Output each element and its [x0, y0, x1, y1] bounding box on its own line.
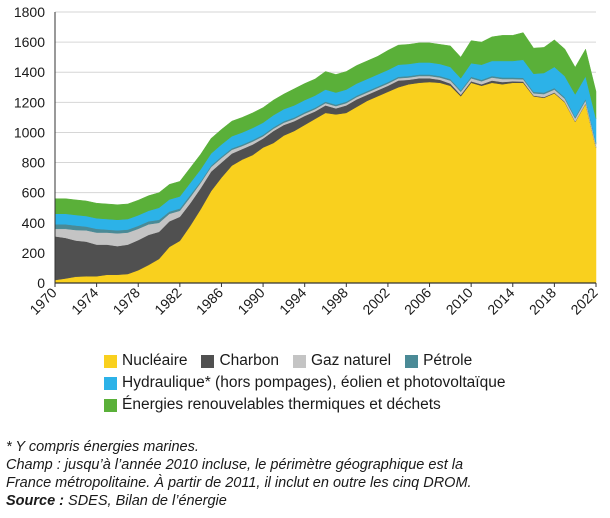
x-tick-labels: 1970 1974 1978 1982 1986 1990 1994 1998 2002 2006… [26, 284, 600, 317]
y-tick-label-600: 600 [22, 185, 46, 201]
legend-swatch-nucleaire [104, 354, 117, 368]
x-tick-label-2010: 2010 [443, 284, 476, 317]
y-tick-label-1000: 1000 [14, 124, 45, 140]
y-tick-label-1600: 1600 [14, 34, 45, 50]
legend-swatch-enr-thermiques [104, 398, 117, 412]
y-tick-label-400: 400 [22, 215, 46, 231]
legend-item-nucleaire: Nucléaire [104, 352, 187, 370]
y-tick-labels: 0 200 400 600 800 1000 1200 1400 1600 1800 [14, 4, 45, 291]
legend-swatch-petrole [405, 354, 419, 368]
legend-item-hydraulique: Hydraulique* (hors pompages), éolien et … [104, 374, 505, 392]
legend-swatch-gaz-naturel [292, 354, 306, 368]
legend-row-1: Nucléaire Charbon Gaz naturel Pétrole [104, 350, 604, 372]
source-label: Source : [6, 493, 65, 509]
source-line: Source : SDES, Bilan de l’énergie [6, 492, 606, 510]
x-tick-label-1994: 1994 [276, 284, 309, 317]
area-series-5 [54, 32, 597, 221]
x-tick-label-2002: 2002 [359, 284, 392, 317]
source-text: SDES, Bilan de l’énergie [64, 493, 227, 509]
legend-label-enr-thermiques: Énergies renouvelables thermiques et déc… [122, 396, 441, 413]
legend-row-2: Hydraulique* (hors pompages), éolien et … [104, 372, 604, 394]
y-tick-label-1800: 1800 [14, 4, 45, 20]
x-tick-label-1998: 1998 [318, 284, 351, 317]
legend: Nucléaire Charbon Gaz naturel Pétrole Hy… [104, 350, 604, 416]
y-tick-label-0: 0 [37, 275, 45, 291]
scope-line-1: Champ : jusqu’à l’année 2010 incluse, le… [6, 457, 464, 473]
y-tick-label-1200: 1200 [14, 94, 45, 110]
legend-label-hydraulique: Hydraulique* (hors pompages), éolien et … [122, 374, 506, 391]
x-tick-label-2006: 2006 [401, 284, 434, 317]
legend-row-3: Énergies renouvelables thermiques et déc… [104, 394, 604, 416]
energy-area-chart: 0 200 400 600 800 1000 1200 1400 1600 1800 1970 19… [14, 4, 601, 318]
footnote: * Y compris énergies marines. [6, 439, 199, 455]
y-tick-label-1400: 1400 [14, 64, 45, 80]
x-tick-label-1982: 1982 [151, 284, 184, 317]
axes [54, 12, 597, 287]
x-tick-label-1970: 1970 [26, 284, 59, 317]
x-tick-label-1990: 1990 [234, 284, 267, 317]
x-tick-label-2018: 2018 [526, 284, 559, 317]
stacked-areas [54, 32, 597, 284]
y-tick-label-200: 200 [22, 245, 46, 261]
legend-item-gaz-naturel: Gaz naturel [292, 352, 392, 370]
legend-swatch-hydraulique [104, 376, 117, 390]
x-tick-label-1986: 1986 [193, 284, 226, 317]
legend-swatch-charbon [201, 354, 215, 368]
x-tick-label-1974: 1974 [68, 284, 101, 317]
x-tick-label-2014: 2014 [484, 284, 517, 317]
y-tick-label-800: 800 [22, 155, 46, 171]
legend-label-gaz-naturel: Gaz naturel [310, 352, 392, 369]
scope-line-2: France métropolitaine. À partir de 2011,… [6, 475, 472, 491]
legend-label-nucleaire: Nucléaire [122, 352, 188, 369]
legend-item-enr-thermiques: Énergies renouvelables thermiques et déc… [104, 396, 441, 414]
legend-label-charbon: Charbon [219, 352, 279, 369]
x-tick-label-1978: 1978 [110, 284, 143, 317]
legend-item-petrole: Pétrole [405, 352, 472, 370]
x-tick-label-2022: 2022 [567, 284, 600, 317]
chart-notes: * Y compris énergies marines. Champ : ju… [6, 438, 606, 510]
legend-item-charbon: Charbon [201, 352, 279, 370]
legend-label-petrole: Pétrole [423, 352, 473, 369]
